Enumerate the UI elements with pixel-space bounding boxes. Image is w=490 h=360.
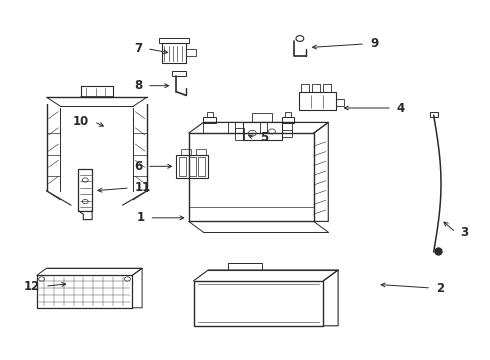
Text: 4: 4	[397, 102, 405, 114]
Text: 9: 9	[370, 37, 378, 50]
Bar	[207, 112, 213, 117]
Bar	[198, 157, 205, 176]
Text: 6: 6	[134, 160, 142, 173]
Bar	[282, 130, 292, 137]
Bar	[181, 149, 191, 155]
Bar	[172, 71, 186, 76]
Bar	[299, 92, 336, 110]
Bar	[285, 112, 291, 117]
Text: 7: 7	[134, 42, 142, 55]
Bar	[282, 117, 294, 123]
Bar	[37, 275, 132, 308]
Text: 12: 12	[24, 280, 40, 293]
Text: 1: 1	[136, 211, 145, 224]
Bar	[78, 169, 92, 211]
Bar	[189, 133, 314, 221]
Text: 8: 8	[134, 79, 142, 92]
Text: 5: 5	[260, 131, 268, 144]
Bar	[430, 112, 438, 117]
Text: 10: 10	[73, 115, 89, 128]
Bar	[235, 128, 244, 140]
Bar	[267, 122, 292, 133]
Bar	[176, 155, 208, 178]
Text: 3: 3	[461, 226, 469, 239]
Text: 11: 11	[135, 181, 151, 194]
Bar	[336, 99, 344, 106]
Bar	[194, 281, 323, 326]
Bar	[252, 113, 272, 122]
Bar	[235, 122, 260, 133]
Bar	[323, 84, 331, 92]
Bar	[179, 157, 186, 176]
Bar	[196, 149, 206, 155]
Bar	[301, 84, 309, 92]
Bar	[243, 122, 282, 140]
Bar	[159, 38, 189, 43]
Bar	[203, 117, 216, 123]
Bar	[203, 122, 228, 133]
Bar	[186, 49, 196, 56]
Bar	[162, 43, 186, 63]
Bar	[189, 157, 196, 176]
Bar	[312, 84, 320, 92]
Text: 2: 2	[436, 282, 444, 294]
